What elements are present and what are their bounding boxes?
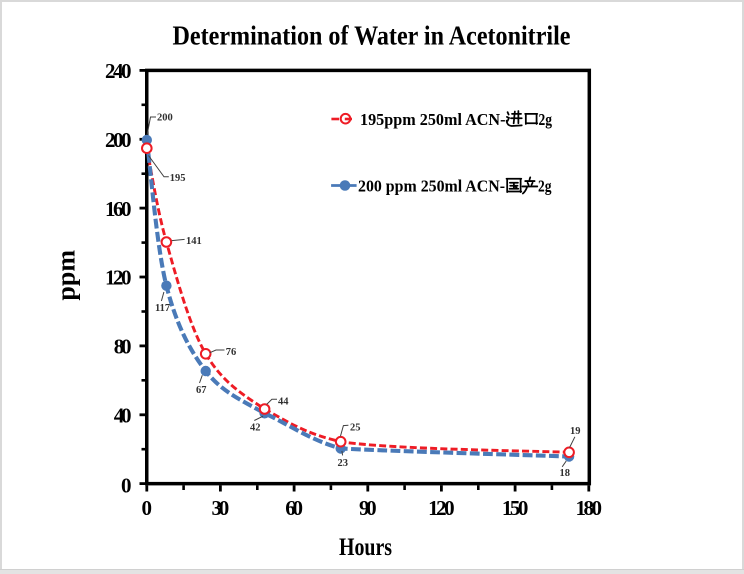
svg-text:Determination of Water in Acet: Determination of Water in Acetonitrile xyxy=(173,21,571,51)
svg-text:18: 18 xyxy=(560,468,571,479)
svg-text:195: 195 xyxy=(170,173,186,184)
svg-text:150: 150 xyxy=(502,496,529,520)
svg-text:90: 90 xyxy=(359,496,377,520)
svg-text:2g: 2g xyxy=(539,110,553,129)
svg-text:23: 23 xyxy=(338,458,349,469)
svg-text:0: 0 xyxy=(142,496,153,520)
svg-text:160: 160 xyxy=(105,197,132,221)
svg-text:44: 44 xyxy=(278,397,289,408)
svg-text:200 ppm 250ml ACN-: 200 ppm 250ml ACN- xyxy=(358,177,505,196)
svg-text:30: 30 xyxy=(212,496,230,520)
svg-text:0: 0 xyxy=(121,474,132,498)
svg-text:200: 200 xyxy=(157,113,173,124)
svg-text:120: 120 xyxy=(105,266,132,290)
svg-text:67: 67 xyxy=(196,385,207,396)
svg-text:2g: 2g xyxy=(538,177,552,196)
svg-text:195ppm 250ml ACN-: 195ppm 250ml ACN- xyxy=(360,110,506,129)
svg-text:ppm: ppm xyxy=(52,250,81,301)
svg-text:200: 200 xyxy=(105,128,132,152)
svg-text:19: 19 xyxy=(570,426,581,437)
svg-text:40: 40 xyxy=(114,404,132,428)
svg-text:117: 117 xyxy=(155,303,170,314)
svg-text:240: 240 xyxy=(105,59,132,83)
svg-text:42: 42 xyxy=(250,423,261,434)
svg-text:60: 60 xyxy=(285,496,303,520)
svg-text:76: 76 xyxy=(226,347,237,358)
svg-text:25: 25 xyxy=(350,422,361,433)
svg-text:120: 120 xyxy=(428,496,455,520)
svg-text:141: 141 xyxy=(186,236,202,247)
svg-text:180: 180 xyxy=(576,496,603,520)
svg-text:Hours: Hours xyxy=(339,534,392,561)
svg-text:80: 80 xyxy=(114,335,132,359)
